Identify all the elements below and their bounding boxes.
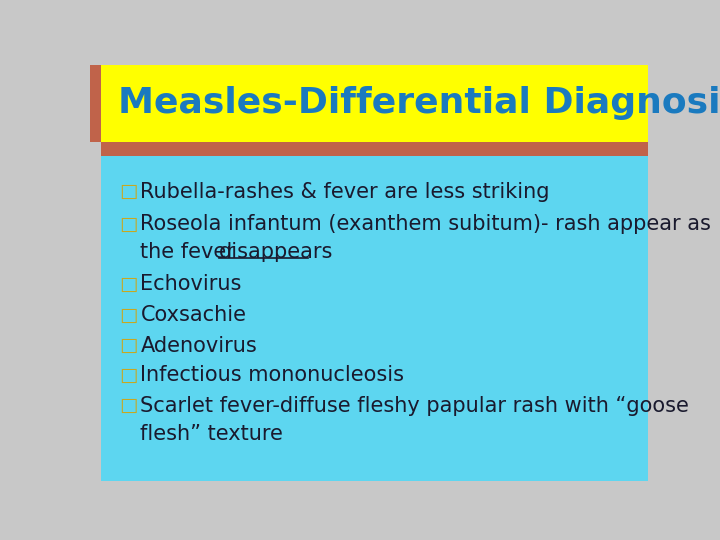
Text: □: □: [120, 336, 138, 355]
Text: Scarlet fever-diffuse fleshy papular rash with “goose: Scarlet fever-diffuse fleshy papular ras…: [140, 396, 689, 416]
Text: disappears: disappears: [219, 242, 333, 262]
Text: Coxsachie: Coxsachie: [140, 305, 246, 325]
Text: □: □: [120, 215, 138, 234]
Text: Roseola infantum (exanthem subitum)- rash appear as: Roseola infantum (exanthem subitum)- ras…: [140, 214, 711, 234]
Text: flesh” texture: flesh” texture: [140, 423, 283, 444]
Text: Measles-Differential Diagnosis: Measles-Differential Diagnosis: [118, 86, 720, 120]
Text: □: □: [120, 183, 138, 201]
Text: Infectious mononucleosis: Infectious mononucleosis: [140, 365, 405, 385]
FancyBboxPatch shape: [101, 65, 648, 142]
Text: Adenovirus: Adenovirus: [140, 336, 257, 356]
Text: the fever: the fever: [140, 242, 242, 262]
Text: Echovirus: Echovirus: [140, 274, 242, 294]
FancyBboxPatch shape: [101, 142, 648, 156]
Text: □: □: [120, 366, 138, 384]
Text: □: □: [120, 396, 138, 415]
Text: Rubella-rashes & fever are less striking: Rubella-rashes & fever are less striking: [140, 182, 550, 202]
FancyBboxPatch shape: [101, 156, 648, 481]
FancyBboxPatch shape: [90, 65, 101, 142]
Text: □: □: [120, 306, 138, 325]
Text: □: □: [120, 275, 138, 294]
